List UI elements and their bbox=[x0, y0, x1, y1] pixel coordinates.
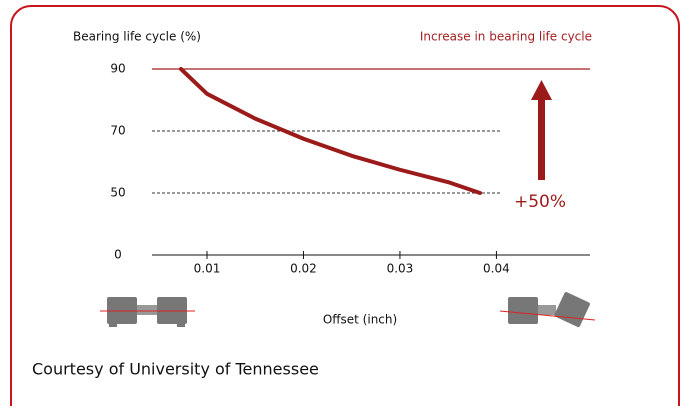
arrow bbox=[531, 80, 552, 180]
legend-title: Increase in bearing life cycle bbox=[420, 30, 592, 44]
data-line bbox=[178, 67, 483, 195]
y-tick-label: 90 bbox=[110, 62, 125, 76]
x-tick-label: 0.02 bbox=[290, 262, 317, 276]
y-tick-label: 70 bbox=[110, 124, 125, 138]
x-tick-label: 0.04 bbox=[483, 262, 510, 276]
icon-misaligned bbox=[499, 292, 596, 328]
annotation: +50% bbox=[514, 192, 566, 212]
icon-aligned bbox=[100, 297, 195, 327]
x-axis-label: Offset (inch) bbox=[323, 313, 397, 327]
x-tick-label: 0.03 bbox=[387, 262, 414, 276]
y-axis-label: Bearing life cycle (%) bbox=[73, 30, 201, 44]
y-tick-label: 50 bbox=[110, 186, 125, 200]
credit: Courtesy of University of Tennessee bbox=[32, 360, 319, 379]
x-tick-label: 0.01 bbox=[194, 262, 221, 276]
y-tick-label: 0 bbox=[114, 248, 122, 262]
frame bbox=[10, 5, 680, 410]
